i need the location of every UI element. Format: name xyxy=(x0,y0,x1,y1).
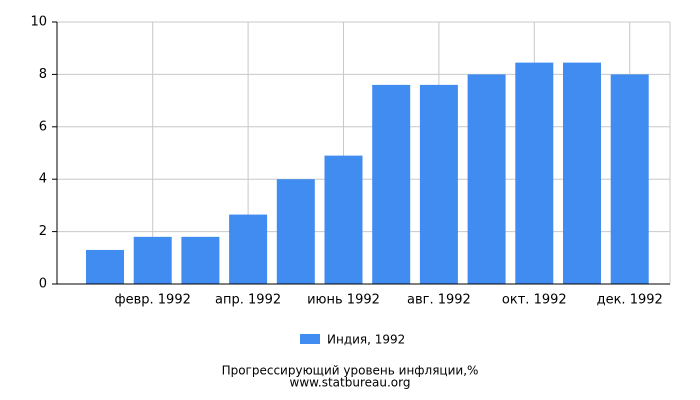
bar xyxy=(133,236,172,284)
bar xyxy=(515,62,554,284)
y-tick-label: 0 xyxy=(39,277,47,292)
y-tick-label: 4 xyxy=(39,172,47,187)
x-tick-label: июнь 1992 xyxy=(307,293,380,308)
bar xyxy=(86,249,124,284)
chart-title: Прогрессирующий уровень инфляции,% xyxy=(222,364,479,378)
source: www.statbureau.org xyxy=(290,376,411,390)
bar xyxy=(419,84,458,284)
y-tick-label: 10 xyxy=(30,15,47,30)
x-tick-label: дек. 1992 xyxy=(597,293,663,308)
y-tick-label: 6 xyxy=(39,119,47,134)
y-tick-label: 8 xyxy=(39,67,47,82)
bar xyxy=(610,74,649,285)
bar xyxy=(563,62,601,284)
x-tick-label: окт. 1992 xyxy=(502,293,567,308)
x-tick-label: авг. 1992 xyxy=(407,293,471,308)
y-tick-label: 2 xyxy=(39,224,47,239)
bar xyxy=(324,155,363,284)
x-tick-label: февр. 1992 xyxy=(115,293,191,308)
legend-label: Индия, 1992 xyxy=(327,333,405,347)
bar xyxy=(467,74,506,285)
bar xyxy=(372,84,411,284)
legend-swatch xyxy=(300,334,320,344)
bar xyxy=(181,236,220,284)
bar xyxy=(276,179,315,284)
x-tick-label: апр. 1992 xyxy=(215,293,281,308)
bar xyxy=(229,214,268,284)
